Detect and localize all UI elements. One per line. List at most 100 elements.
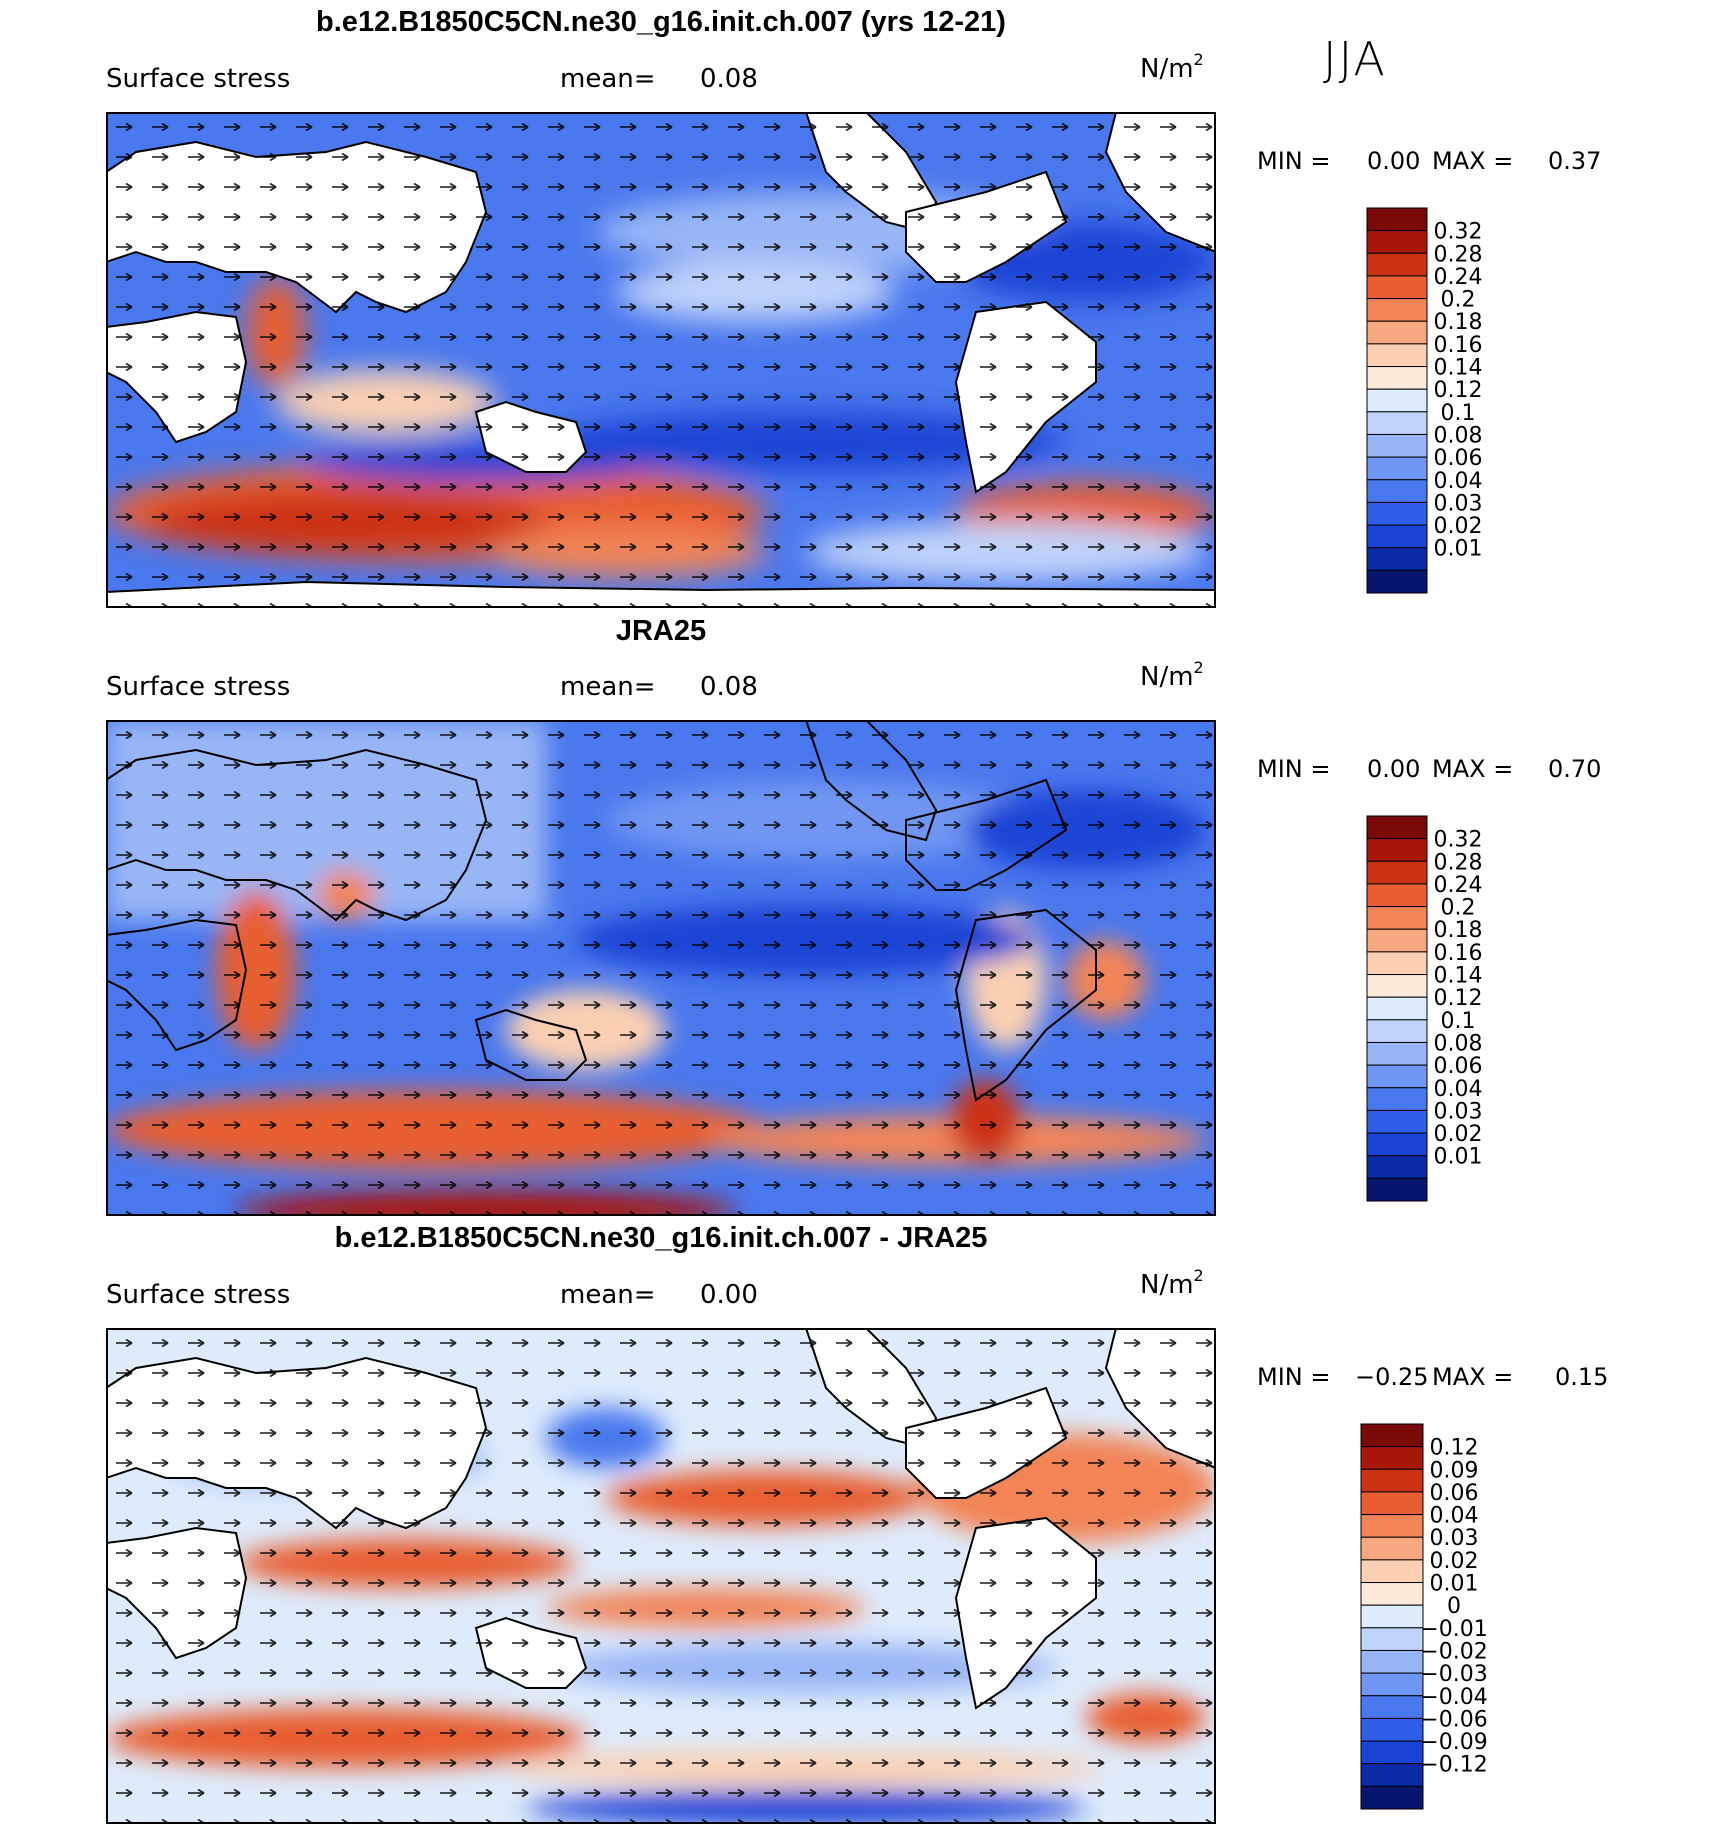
colorbar-swatch [1366,1132,1428,1157]
colorbar-tick-label: 0.02 [1434,514,1483,539]
colorbar-tick-label: 0.01 [1434,1145,1483,1170]
panel-3-min-label: MIN = [1257,1363,1331,1391]
panel-3-min-value: −0.25 [1355,1363,1429,1391]
colorbar-swatch [1360,1604,1424,1629]
colorbar-tick-label: −0.06 [1420,1707,1487,1732]
panel-2-min-label: MIN = [1257,755,1331,783]
colorbar-swatch [1360,1514,1424,1538]
colorbar-tick-label: 0.06 [1434,1054,1483,1079]
panel-3-max-value: 0.15 [1555,1363,1609,1391]
panel-1-units: N/m2 [1140,50,1204,84]
colorbar-tick-label: 0.2 [1441,896,1476,921]
stress-vectors [106,720,1216,1216]
colorbar-swatch [1366,838,1428,862]
colorbar-tick-label: 0.18 [1434,310,1483,335]
colorbar-tick-label: 0.02 [1430,1549,1479,1574]
panel-2-min-value: 0.00 [1367,755,1421,783]
colorbar-tick-label: 0.1 [1441,1009,1476,1034]
colorbar-swatch [1366,1177,1428,1202]
panel-2-colorbar: 0.320.280.240.20.180.160.140.120.10.080.… [1366,815,1483,1202]
panel-1-mean-value: 0.08 [700,64,758,94]
panel-2-max-label: MAX = [1432,755,1514,783]
colorbar-swatch [1360,1717,1424,1742]
colorbar-swatch [1366,1155,1428,1179]
colorbar-swatch [1366,366,1428,390]
panel-2-mean-value: 0.08 [700,672,758,702]
colorbar-swatch [1366,974,1428,998]
colorbar-tick-label: 0.03 [1430,1526,1479,1551]
colorbar-tick-label: 0.12 [1430,1436,1479,1461]
colorbar-tick-label: 0.08 [1434,423,1483,448]
colorbar-tick-label: 0.02 [1434,1122,1483,1147]
colorbar-tick-label: 0.32 [1434,828,1483,853]
colorbar-swatch [1366,411,1428,435]
colorbar-swatch [1366,951,1428,976]
colorbar-swatch [1360,1695,1424,1719]
colorbar-tick-label: 0.14 [1434,964,1483,989]
colorbar-swatch [1366,1041,1428,1066]
colorbar-swatch [1366,275,1428,300]
panel-1-max-value: 0.37 [1548,147,1602,175]
panel-1-min-value: 0.00 [1367,147,1421,175]
colorbar-tick-label: 0.06 [1430,1481,1479,1506]
colorbar-tick-label: −0.02 [1420,1639,1487,1664]
colorbar-tick-label: 0.04 [1434,1077,1483,1102]
colorbar-swatch [1366,569,1428,594]
colorbar-swatch [1360,1672,1424,1697]
colorbar-tick-label: −0.09 [1420,1730,1487,1755]
panel-2-title: JRA25 [615,615,707,647]
panel-2-max-value: 0.70 [1548,755,1602,783]
colorbar-tick-label: 0.2 [1441,288,1476,313]
colorbar-swatch [1360,1785,1424,1810]
colorbar-tick-label: 0.06 [1434,446,1483,471]
colorbar-swatch [1360,1649,1424,1674]
colorbar-swatch [1366,1019,1428,1043]
panel-1-title: b.e12.B1850C5CN.ne30_g16.init.ch.007 (yr… [316,6,1006,38]
colorbar-tick-label: 0.14 [1434,356,1483,381]
colorbar-swatch [1366,883,1428,908]
colorbar-swatch [1366,433,1428,458]
colorbar-swatch [1366,1064,1428,1089]
colorbar-tick-label: 0.04 [1430,1504,1479,1529]
colorbar-swatch [1360,1468,1424,1493]
colorbar-swatch [1360,1582,1424,1606]
colorbar-tick-label: 0.28 [1434,850,1483,875]
colorbar-swatch [1360,1763,1424,1787]
panel-2-map [106,720,1216,1216]
panel-2-units: N/m2 [1140,658,1204,692]
colorbar-swatch [1360,1559,1424,1584]
stress-vectors [106,112,1216,608]
panel-3-map [106,1328,1216,1824]
colorbar-swatch [1366,996,1428,1021]
colorbar-tick-label: 0.18 [1434,918,1483,943]
colorbar-tick-label: 0.12 [1434,378,1483,403]
colorbar-swatch [1366,1109,1428,1134]
stress-vectors [106,1328,1216,1824]
colorbar-tick-label: 0.01 [1434,537,1483,562]
colorbar-swatch [1360,1446,1424,1470]
panel-3-mean-label: mean= [560,1280,656,1310]
panel-3-max-label: MAX = [1432,1363,1514,1391]
colorbar-swatch [1366,860,1428,885]
colorbar-tick-label: 0.12 [1434,986,1483,1011]
panel-1-mean-label: mean= [560,64,656,94]
colorbar-swatch [1366,479,1428,503]
colorbar-tick-label: −0.01 [1420,1617,1487,1642]
panel-3-variable: Surface stress [106,1280,291,1310]
colorbar-tick-label: −0.04 [1420,1685,1487,1710]
panel-3-colorbar: 0.120.090.060.040.030.020.010−0.01−0.02−… [1360,1423,1488,1810]
colorbar-tick-label: −0.12 [1420,1753,1487,1778]
colorbar-tick-label: −0.03 [1420,1662,1487,1687]
panel-3-units: N/m2 [1140,1266,1204,1300]
panel-1-min-label: MIN = [1257,147,1331,175]
colorbar-swatch [1366,252,1428,277]
colorbar-tick-label: 0.32 [1434,220,1483,245]
colorbar-tick-label: 0.03 [1434,491,1483,516]
colorbar-swatch [1360,1423,1424,1448]
colorbar-tick-label: 0 [1447,1594,1461,1619]
colorbar-tick-label: 0.01 [1430,1572,1479,1597]
colorbar-swatch [1366,230,1428,254]
colorbar-swatch [1366,815,1428,840]
colorbar-swatch [1366,298,1428,322]
panel-1-max-label: MAX = [1432,147,1514,175]
